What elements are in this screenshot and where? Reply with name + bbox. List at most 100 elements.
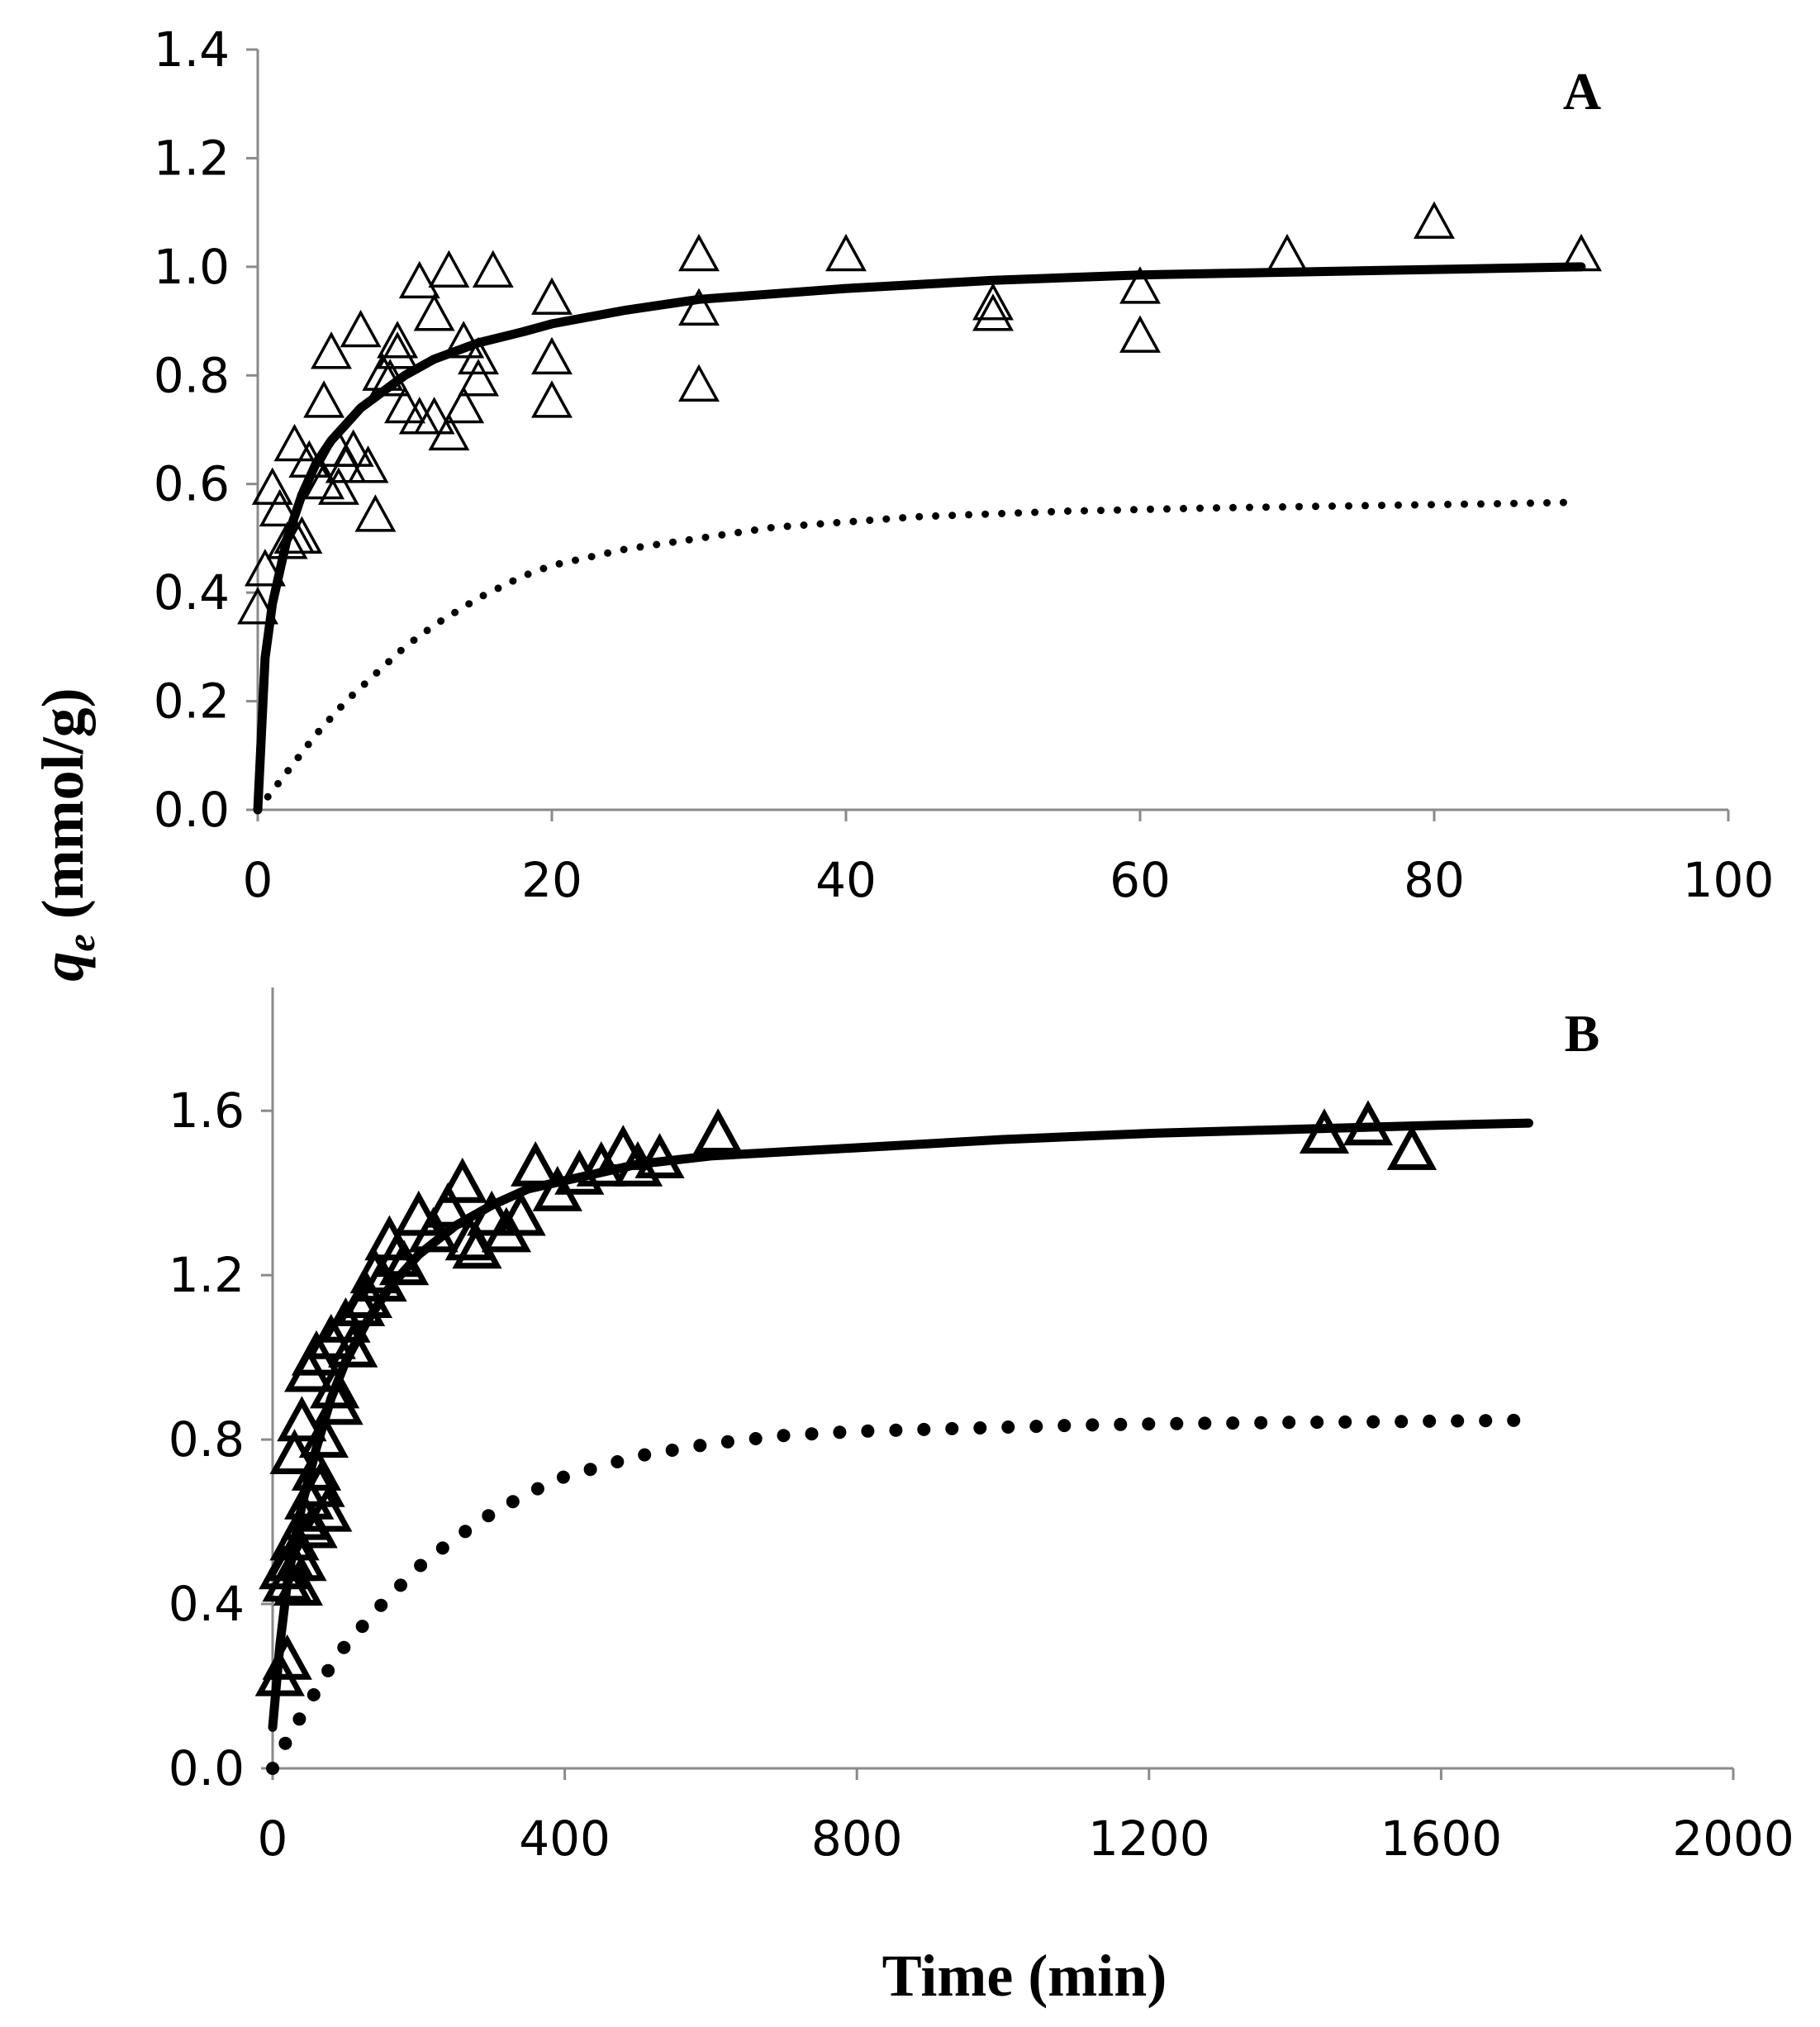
model-dot-b — [1338, 1415, 1352, 1429]
model-dot-a — [1246, 503, 1253, 512]
data-point-b — [693, 1108, 744, 1154]
data-point-a — [273, 423, 316, 462]
model-dot-b — [1254, 1416, 1268, 1430]
data-point-a — [972, 293, 1014, 331]
data-point-a — [311, 331, 352, 369]
fit-line-a — [253, 262, 1586, 815]
model-dot-b — [1029, 1420, 1043, 1434]
model-dot-b — [805, 1427, 819, 1441]
model-dot-b — [435, 1541, 449, 1555]
model-dot-a — [304, 740, 312, 749]
model-dot-a — [385, 658, 393, 666]
data-point-b — [328, 1321, 378, 1368]
model-dot-a — [849, 517, 858, 526]
model-dot-a — [1378, 502, 1385, 510]
data-point-a — [678, 288, 720, 326]
model-dot-a — [1461, 500, 1468, 508]
model-dot-a — [1081, 507, 1088, 515]
model-dot-b — [374, 1598, 388, 1612]
y-tick-label-b: 0.8 — [169, 1411, 245, 1468]
model-dot-b — [337, 1640, 351, 1654]
y-tick-label-a: 1.4 — [154, 21, 230, 78]
data-point-a — [244, 549, 286, 587]
model-dot-b — [611, 1455, 625, 1468]
data-point-a — [458, 359, 499, 397]
model-dot-a — [1295, 502, 1303, 511]
x-tick-label-b: 0 — [258, 1811, 288, 1867]
data-point-a — [398, 260, 440, 299]
model-dot-b — [1366, 1415, 1380, 1429]
model-dot-a — [1097, 507, 1105, 515]
x-tick-label-b: 2000 — [1672, 1811, 1794, 1867]
model-dot-a — [264, 792, 272, 801]
y-tick-label-a: 0.6 — [154, 456, 230, 512]
model-dot-b — [1057, 1419, 1072, 1433]
model-dot-b — [1423, 1414, 1437, 1428]
model-dot-a — [509, 577, 517, 585]
model-dot-a — [1015, 509, 1023, 517]
x-tick-label-a: 20 — [521, 852, 582, 908]
model-dot-a — [1279, 502, 1286, 511]
x-tick-label-a: 80 — [1404, 852, 1465, 908]
y-tick-label-a: 0.4 — [154, 564, 230, 621]
model-dot-b — [777, 1429, 791, 1443]
data-point-a — [413, 293, 455, 331]
model-dot-a — [1395, 501, 1402, 509]
data-point-b — [393, 1190, 444, 1236]
model-dot-a — [349, 691, 356, 699]
model-dot-b — [1507, 1413, 1521, 1427]
data-point-b — [511, 1141, 561, 1187]
model-dot-b — [266, 1762, 279, 1775]
data-point-a — [377, 331, 419, 369]
model-dot-a — [1163, 505, 1171, 513]
model-dot-a — [1559, 498, 1567, 507]
model-dot-b — [748, 1432, 763, 1445]
model-dot-b — [973, 1421, 987, 1435]
model-dot-a — [1048, 507, 1056, 516]
y-axis-title: qe (mmol/g) — [30, 688, 103, 981]
model-dot-b — [321, 1663, 335, 1677]
data-point-a — [347, 445, 389, 483]
model-dot-a — [1147, 505, 1154, 513]
panel-a: 0.0 0.2 0.4 0.6 0.8 1.0 1.2 1.4 0 20 40 60 80 100 — [154, 21, 1775, 908]
y-tick-label-b: 1.6 — [169, 1082, 245, 1139]
model-dot-b — [693, 1439, 707, 1453]
model-dot-a — [410, 636, 418, 645]
model-dot-a — [866, 516, 874, 525]
model-dot-b — [506, 1495, 520, 1509]
model-dot-a — [1312, 502, 1319, 511]
model-dot-b — [1086, 1418, 1100, 1432]
model-dot-b — [355, 1620, 369, 1634]
model-dot-a — [1510, 499, 1518, 507]
model-dot-a — [373, 669, 381, 677]
panel-a-label: A — [1563, 62, 1601, 121]
x-axis-title: Time (min) — [882, 1943, 1167, 2009]
data-point-b — [437, 1157, 487, 1203]
model-dot-b — [917, 1422, 931, 1436]
data-point-a — [1414, 201, 1455, 239]
model-dot-a — [932, 512, 940, 520]
model-dot-a — [539, 564, 548, 573]
model-dot-a — [1361, 502, 1369, 510]
data-point-a — [531, 336, 573, 375]
model-dot-a — [555, 559, 563, 568]
data-point-a — [259, 488, 301, 527]
x-tick-label-a: 40 — [815, 852, 877, 908]
model-dot-b — [1198, 1416, 1212, 1430]
model-dot-b — [459, 1525, 473, 1539]
data-point-a — [1119, 266, 1161, 304]
model-dot-b — [394, 1578, 407, 1592]
model-dot-a — [1229, 503, 1237, 512]
model-dot-a — [479, 592, 487, 600]
data-point-a — [340, 309, 382, 348]
model-dot-a — [360, 680, 368, 688]
model-dot-a — [783, 522, 791, 531]
data-point-a — [531, 380, 573, 418]
model-dot-a — [767, 524, 775, 532]
data-point-a — [1266, 233, 1308, 272]
model-dot-a — [587, 553, 596, 561]
model-dot-b — [861, 1424, 875, 1438]
data-point-a — [972, 283, 1014, 321]
data-point-a — [428, 250, 470, 288]
